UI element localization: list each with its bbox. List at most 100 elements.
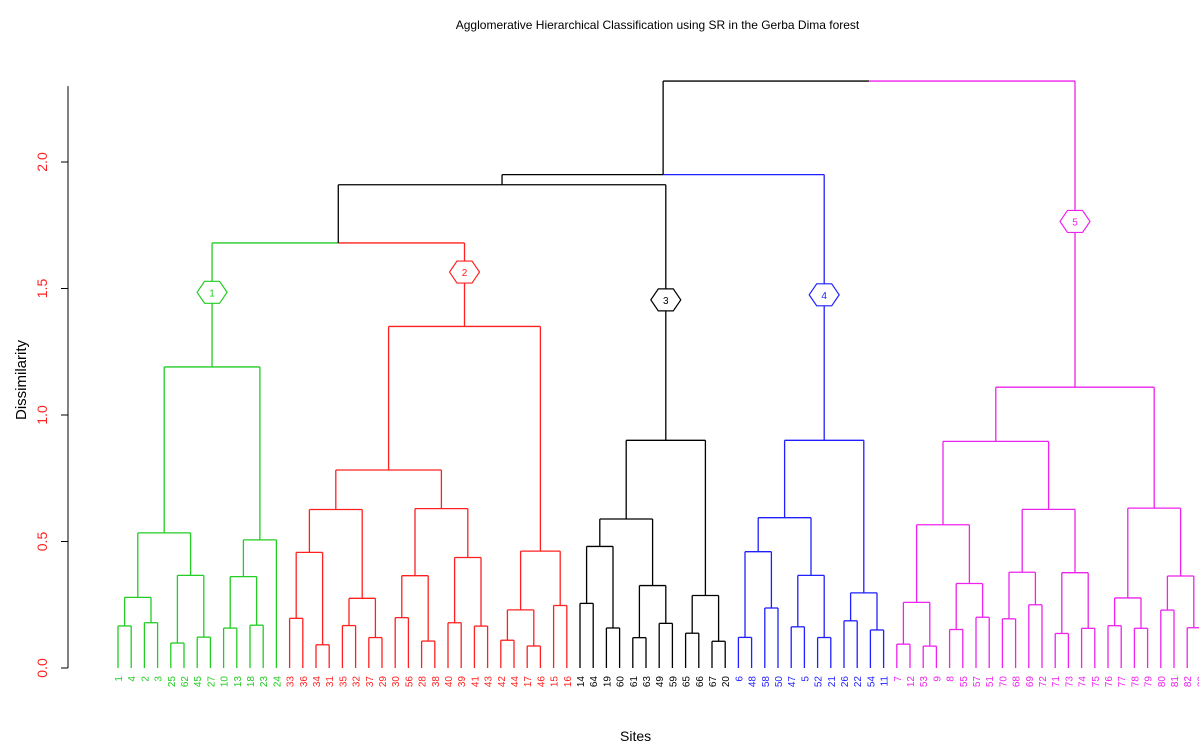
- leaf-label: 44: [510, 676, 521, 688]
- leaf-label: 13: [233, 676, 244, 688]
- leaf-label: 65: [682, 676, 693, 688]
- leaf-label: 61: [629, 676, 640, 688]
- leaf-label: 78: [1130, 676, 1141, 688]
- leaf-label: 23: [259, 676, 270, 688]
- y-axis-title: Dissimilarity: [13, 340, 30, 420]
- cluster-marker-label: 1: [209, 288, 215, 299]
- leaf-label: 62: [180, 676, 191, 688]
- leaf-label: 1: [114, 676, 125, 682]
- leaf-label: 71: [1051, 676, 1062, 688]
- leaf-label: 5: [800, 676, 811, 682]
- leaf-label: 83: [1196, 676, 1199, 688]
- leaf-label: 54: [866, 676, 877, 688]
- leaf-label: 39: [457, 676, 468, 688]
- leaf-labels: 1 4 2 3 25 62 45 27 10 13 18 23 24 33 36 34 31 35 32 37 29 30…: [114, 676, 1199, 688]
- cluster-marker: [808, 283, 840, 307]
- leaf-label: 31: [325, 676, 336, 688]
- y-tick-label: 1.0: [34, 405, 50, 425]
- leaf-label: 59: [668, 676, 679, 688]
- leaf-label: 51: [985, 676, 996, 688]
- leaf-label: 72: [1038, 676, 1049, 688]
- leaf-label: 63: [642, 676, 653, 688]
- leaf-label: 80: [1157, 676, 1168, 688]
- leaf-label: 79: [1144, 676, 1155, 688]
- y-tick-label: 0.5: [34, 532, 50, 552]
- cluster-marker: [196, 280, 228, 304]
- leaf-label: 3: [154, 676, 165, 682]
- leaf-label: 47: [787, 676, 798, 688]
- chart-title: Agglomerative Hierarchical Classificatio…: [455, 18, 860, 32]
- y-tick-label: 1.5: [34, 279, 50, 299]
- leaf-label: 28: [418, 676, 429, 688]
- leaf-label: 70: [998, 676, 1009, 688]
- leaf-label: 18: [246, 676, 257, 688]
- leaf-label: 22: [853, 676, 864, 688]
- leaf-label: 49: [655, 676, 666, 688]
- leaf-label: 64: [589, 676, 600, 688]
- leaf-label: 10: [220, 676, 231, 688]
- leaf-label: 73: [1064, 676, 1075, 688]
- leaf-label: 30: [391, 676, 402, 688]
- leaf-label: 50: [774, 676, 785, 688]
- leaf-label: 75: [1091, 676, 1102, 688]
- leaf-label: 38: [431, 676, 442, 688]
- leaf-label: 40: [444, 676, 455, 688]
- cluster-marker-label: 5: [1072, 217, 1078, 228]
- leaf-label: 66: [695, 676, 706, 688]
- cluster-marker-label: 3: [663, 296, 669, 307]
- leaf-label: 45: [193, 676, 204, 688]
- leaf-label: 56: [404, 676, 415, 688]
- cluster-marker-label: 2: [462, 268, 468, 279]
- leaf-label: 42: [497, 676, 508, 688]
- cluster-marker: [650, 288, 682, 312]
- y-axis-label: Dissimilarity: [13, 340, 30, 420]
- leaf-label: 48: [748, 676, 759, 688]
- leaf-label: 15: [550, 676, 561, 688]
- leaf-label: 19: [602, 676, 613, 688]
- leaf-label: 16: [563, 676, 574, 688]
- leaf-label: 6: [734, 676, 745, 682]
- leaf-label: 4: [127, 676, 138, 682]
- leaf-label: 43: [484, 676, 495, 688]
- leaf-label: 41: [470, 676, 481, 688]
- leaf-label: 77: [1117, 676, 1128, 688]
- y-axis: 0.0 0.5 1.0 1.5 2.0: [34, 86, 69, 678]
- leaf-label: 25: [167, 676, 178, 688]
- leaf-label: 53: [919, 676, 930, 688]
- leaf-label: 81: [1170, 676, 1181, 688]
- leaf-label: 82: [1183, 676, 1194, 688]
- leaf-label: 8: [946, 676, 957, 682]
- y-tick-label: 0.0: [34, 658, 50, 678]
- cluster-markers: 1 2 3 4 5: [196, 209, 1091, 312]
- leaf-label: 37: [365, 676, 376, 688]
- leaf-label: 55: [959, 676, 970, 688]
- leaf-label: 34: [312, 676, 323, 688]
- cluster-marker: [1059, 209, 1091, 234]
- leaf-label: 67: [708, 676, 719, 688]
- leaf-label: 36: [299, 676, 310, 688]
- leaf-label: 69: [1025, 676, 1036, 688]
- leaf-label: 46: [536, 676, 547, 688]
- leaf-label: 14: [576, 676, 587, 688]
- leaf-label: 29: [378, 676, 389, 688]
- leaf-label: 74: [1078, 676, 1089, 688]
- leaf-label: 58: [761, 676, 772, 688]
- leaf-label: 7: [893, 676, 904, 682]
- leaf-label: 27: [206, 676, 217, 688]
- leaf-label: 9: [932, 676, 943, 682]
- leaf-label: 68: [1012, 676, 1023, 688]
- leaf-label: 17: [523, 676, 534, 688]
- leaf-label: 57: [972, 676, 983, 688]
- leaf-label: 21: [827, 676, 838, 688]
- leaf-label: 52: [814, 676, 825, 688]
- leaf-label: 20: [721, 676, 732, 688]
- cluster-marker-label: 4: [821, 291, 827, 302]
- leaf-label: 2: [140, 676, 151, 682]
- cluster-marker: [448, 260, 481, 284]
- leaf-label: 11: [880, 676, 891, 687]
- leaf-label: 76: [1104, 676, 1115, 688]
- leaf-label: 60: [616, 676, 627, 688]
- leaf-label: 32: [352, 676, 363, 688]
- leaf-label: 12: [906, 676, 917, 688]
